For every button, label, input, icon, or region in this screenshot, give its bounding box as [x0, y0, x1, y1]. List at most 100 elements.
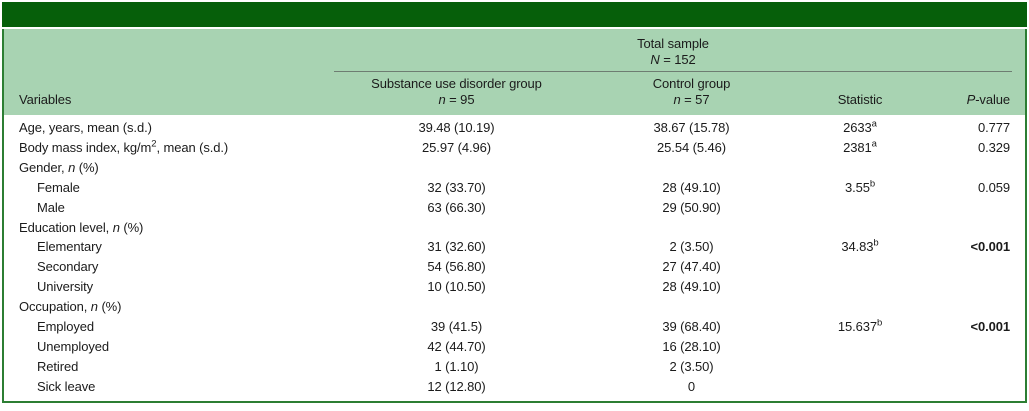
p-value: <0.001	[970, 239, 1010, 255]
table-row: Occupation, n (%)	[4, 297, 1025, 317]
control-value: 16 (28.10)	[662, 338, 721, 354]
statistic-value	[804, 218, 916, 238]
col-header-statistic: Statistic	[804, 72, 916, 115]
control-value	[579, 297, 804, 317]
table-row: Secondary 54 (56.80) 27 (47.40)	[4, 257, 1025, 277]
p-value: 0.329	[977, 139, 1010, 155]
demographics-table: Total sample N = 152 Variables Substance…	[4, 29, 1025, 401]
total-sample-n: N = 152	[650, 52, 696, 67]
p-value	[916, 337, 1025, 357]
total-sample-label: Total sample	[637, 36, 709, 51]
row-label: Education level, n (%)	[19, 219, 144, 235]
statistic-value	[804, 357, 916, 377]
p-value: <0.001	[970, 319, 1010, 335]
p-value	[916, 357, 1025, 377]
table-header: Total sample N = 152 Variables Substance…	[4, 29, 1025, 115]
table-row: Retired 1 (1.10) 2 (3.50)	[4, 357, 1025, 377]
control-value: 29 (50.90)	[662, 199, 721, 215]
sud-value: 12 (12.80)	[427, 378, 486, 394]
sud-value: 1 (1.10)	[434, 358, 479, 374]
p-value	[916, 158, 1025, 178]
sud-value	[334, 218, 579, 238]
sud-value: 54 (56.80)	[427, 259, 486, 275]
table-row: Male 63 (66.30) 29 (50.90)	[4, 198, 1025, 218]
statistic-value	[804, 377, 916, 401]
sud-value: 25.97 (4.96)	[422, 139, 491, 155]
p-value	[916, 297, 1025, 317]
statistic-value	[804, 257, 916, 277]
table-row: Education level, n (%)	[4, 218, 1025, 238]
row-label: Secondary	[37, 259, 99, 275]
statistic-value: 2381a	[843, 138, 877, 155]
sud-value: 32 (33.70)	[427, 179, 486, 195]
sud-value: 10 (10.50)	[427, 279, 486, 295]
control-value: 2 (3.50)	[669, 239, 714, 255]
table-container: Total sample N = 152 Variables Substance…	[2, 29, 1027, 403]
spanner-row: Total sample N = 152	[4, 29, 1025, 72]
row-label: Body mass index, kg/m2, mean (s.d.)	[19, 138, 229, 155]
p-value	[916, 218, 1025, 238]
table-row: Age, years, mean (s.d.) 39.48 (10.19) 38…	[4, 115, 1025, 138]
statistic-value: 15.637b	[837, 317, 883, 335]
sud-value: 42 (44.70)	[427, 338, 486, 354]
p-value: 0.777	[977, 120, 1010, 135]
control-value: 27 (47.40)	[662, 259, 721, 275]
row-label: Employed	[37, 319, 95, 335]
table-row: Body mass index, kg/m2, mean (s.d.) 25.9…	[4, 138, 1025, 158]
p-value	[916, 377, 1025, 401]
table-row: University 10 (10.50) 28 (49.10)	[4, 277, 1025, 297]
table-body: Age, years, mean (s.d.) 39.48 (10.19) 38…	[4, 115, 1025, 401]
col-header-variables: Variables	[4, 72, 334, 115]
sud-value	[334, 158, 579, 178]
control-value	[579, 218, 804, 238]
p-value	[916, 257, 1025, 277]
table-row: Employed 39 (41.5) 39 (68.40) 15.637b <0…	[4, 317, 1025, 337]
row-label: Retired	[37, 358, 79, 374]
control-value: 28 (49.10)	[662, 179, 721, 195]
statistic-value	[804, 337, 916, 357]
col-header-control-group: Control group n = 57	[579, 72, 804, 115]
table-row: Gender, n (%)	[4, 158, 1025, 178]
control-value: 39 (68.40)	[662, 319, 721, 335]
table-row: Unemployed 42 (44.70) 16 (28.10)	[4, 337, 1025, 357]
p-value	[916, 198, 1025, 218]
statistic-value	[804, 297, 916, 317]
row-label: Elementary	[37, 239, 102, 255]
control-value	[579, 158, 804, 178]
col-header-sud-group: Substance use disorder group n = 95	[334, 72, 579, 115]
sud-value: 31 (32.60)	[427, 239, 486, 255]
col-header-pvalue: P-value	[916, 72, 1025, 115]
statistic-value: 3.55b	[844, 178, 876, 195]
table-title-bar	[2, 2, 1027, 27]
control-value: 2 (3.50)	[669, 358, 714, 374]
control-value: 38.67 (15.78)	[653, 120, 730, 135]
sud-value: 63 (66.30)	[427, 199, 486, 215]
row-label: Male	[37, 199, 65, 215]
statistic-value	[804, 198, 916, 218]
p-value	[916, 277, 1025, 297]
table-row: Sick leave 12 (12.80) 0	[4, 377, 1025, 401]
row-label: University	[37, 279, 94, 295]
total-sample-spanner: Total sample N = 152	[334, 29, 1012, 72]
row-label: Unemployed	[37, 338, 109, 354]
statistic-value	[804, 158, 916, 178]
table-row: Female 32 (33.70) 28 (49.10) 3.55b 0.059	[4, 178, 1025, 198]
row-label: Occupation, n (%)	[19, 299, 122, 315]
statistic-value	[804, 277, 916, 297]
statistic-value: 34.83b	[841, 238, 879, 255]
row-label: Gender, n (%)	[19, 159, 99, 175]
row-label: Female	[37, 179, 80, 195]
column-header-row: Variables Substance use disorder group n…	[4, 72, 1025, 115]
row-label: Age, years, mean (s.d.)	[19, 120, 152, 135]
total-sample-header: Total sample N = 152	[334, 29, 1025, 72]
control-value: 25.54 (5.46)	[657, 139, 726, 155]
control-value: 0	[687, 378, 696, 394]
sud-value: 39 (41.5)	[430, 319, 483, 335]
sud-value: 39.48 (10.19)	[418, 120, 495, 135]
statistic-value: 2633a	[843, 118, 877, 135]
p-value: 0.059	[977, 179, 1010, 195]
sud-value	[334, 297, 579, 317]
row-label: Sick leave	[37, 378, 96, 394]
control-value: 28 (49.10)	[662, 279, 721, 295]
